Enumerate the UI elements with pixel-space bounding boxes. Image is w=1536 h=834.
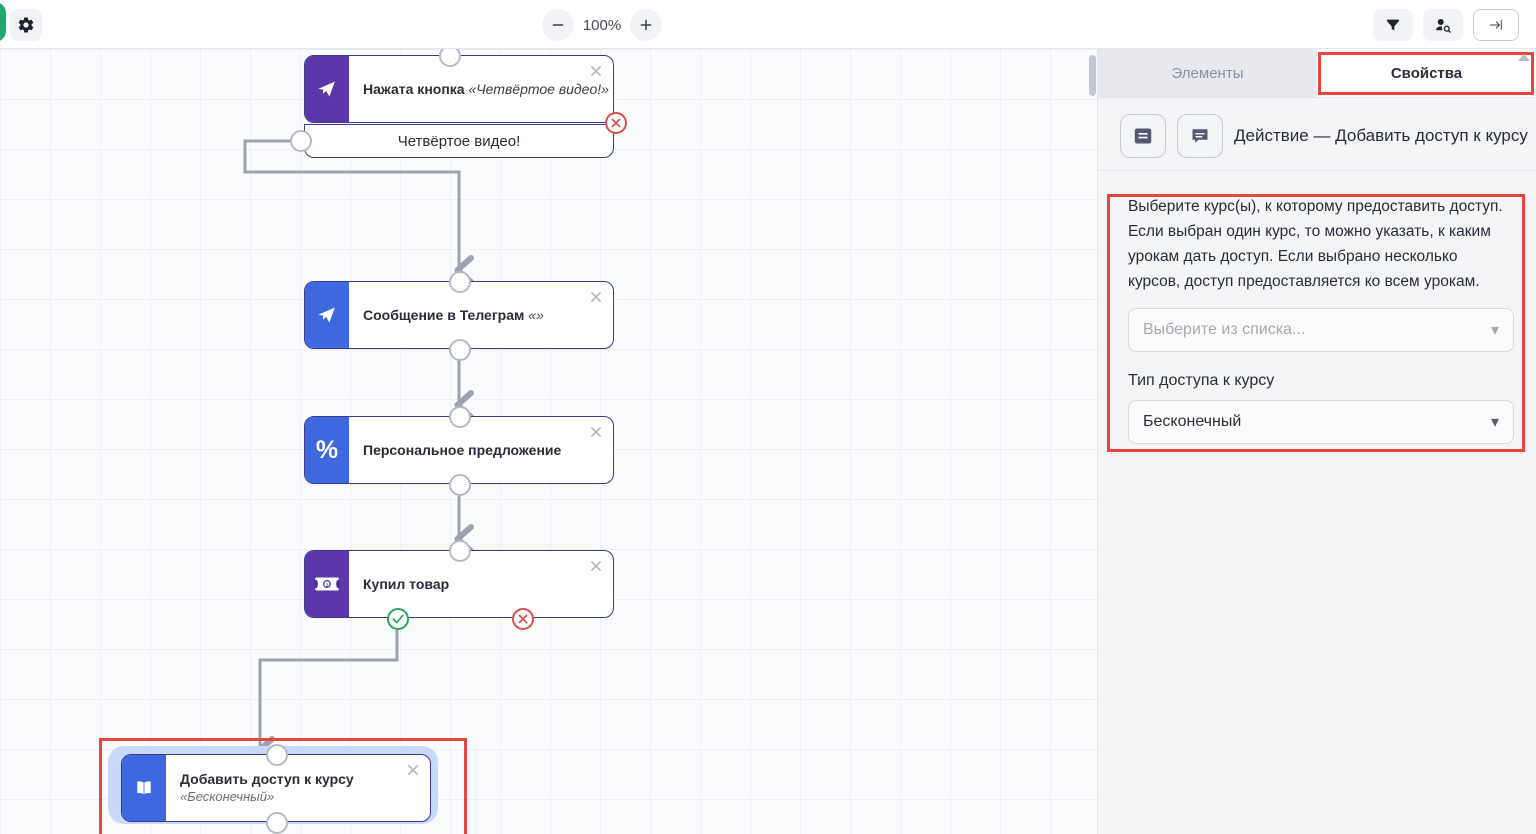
svg-text:1: 1 — [326, 582, 329, 588]
